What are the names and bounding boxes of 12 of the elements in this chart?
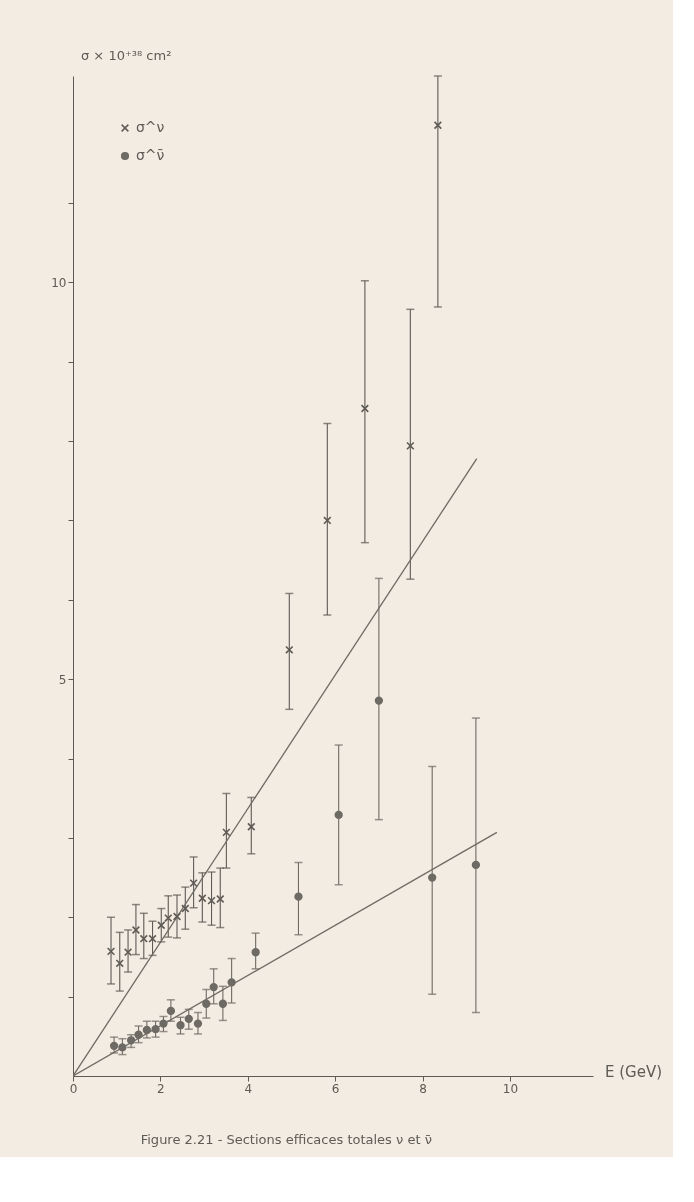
legend-label: σ^ν̄ — [136, 147, 165, 163]
x-axis-title: E (GeV) — [605, 1063, 663, 1081]
x-tick-label: 0 — [69, 1081, 78, 1096]
x-tick-label: 8 — [419, 1081, 427, 1096]
x-tick-label: 4 — [244, 1081, 253, 1096]
x-tick-label: 10 — [502, 1081, 519, 1096]
x-tick-label: 2 — [157, 1081, 165, 1096]
y-tick-label: 5 — [58, 672, 67, 687]
y-axis-title: σ × 10⁺³⁸ cm² — [81, 48, 172, 63]
legend-label: σ^ν — [136, 119, 165, 135]
caption: Figure 2.21 - Sections efficaces totales ν et ν̄ — [140, 1132, 432, 1147]
x-tick-label: 6 — [331, 1081, 340, 1096]
